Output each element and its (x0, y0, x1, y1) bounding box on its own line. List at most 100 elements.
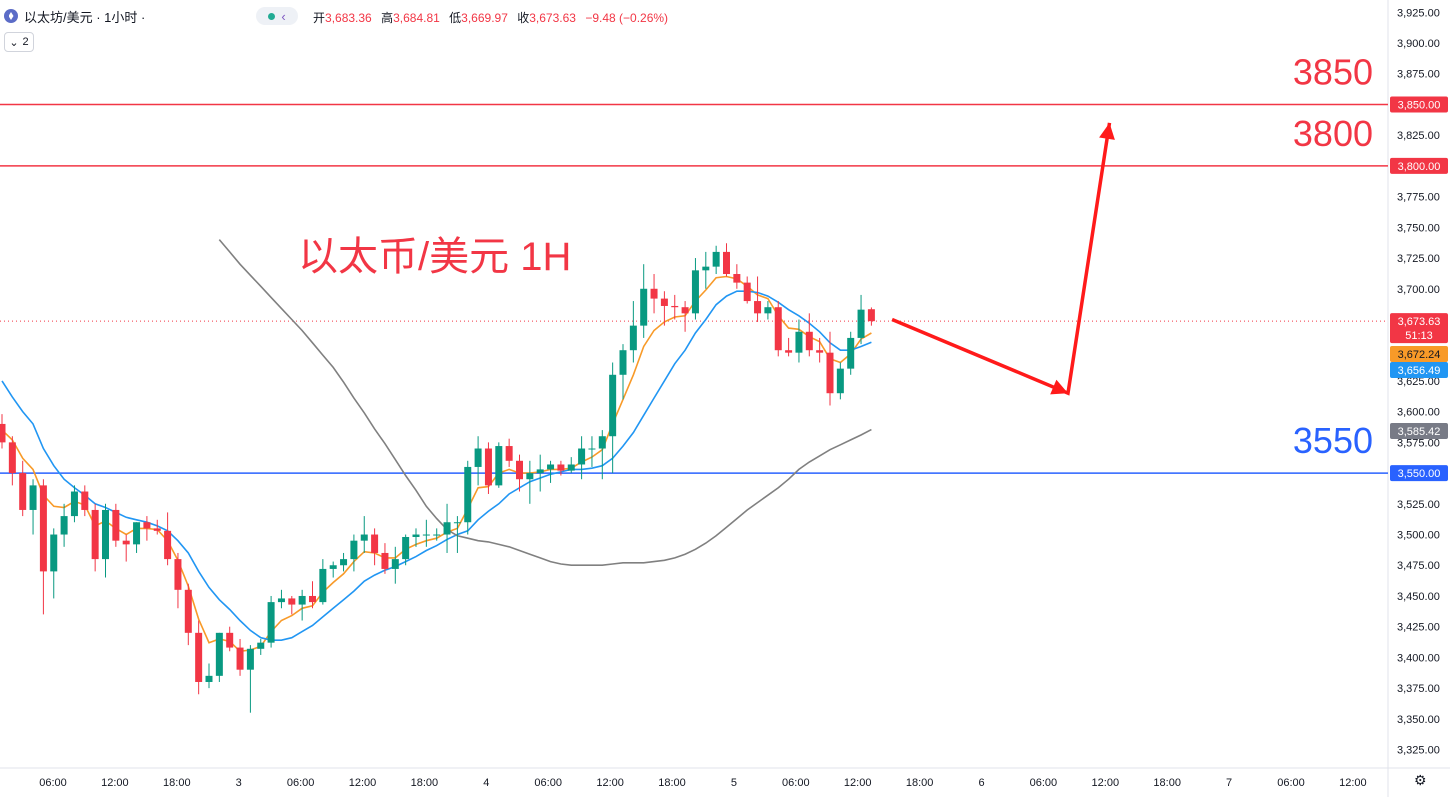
candle-body (412, 534, 420, 537)
legend-toggle-button[interactable]: ⌄ 2 (4, 32, 34, 52)
candle-body (288, 598, 296, 605)
candle-body (50, 534, 58, 572)
x-tick-label: 12:00 (1339, 777, 1367, 789)
candle-body (422, 534, 430, 536)
y-tick-label: 3,825.00 (1397, 130, 1440, 142)
candle-body (474, 448, 482, 467)
gear-icon[interactable]: ⚙ (1414, 772, 1427, 788)
candle-body (505, 446, 513, 461)
candle-body (816, 350, 824, 353)
ma-axis-label: 3,585.42 (1398, 426, 1441, 438)
candle-body (733, 274, 741, 283)
status-dot-icon (268, 12, 276, 20)
x-tick-label: 4 (483, 777, 489, 789)
moving-average-line (218, 239, 872, 567)
chart-header: 以太坊/美元 · 1小时 · (4, 6, 145, 26)
share-icon[interactable]: ‹ (281, 8, 286, 24)
y-tick-label: 3,575.00 (1397, 437, 1440, 449)
y-tick-label: 3,600.00 (1397, 407, 1440, 419)
x-tick-label: 18:00 (906, 777, 934, 789)
x-tick-label: 06:00 (1277, 777, 1305, 789)
projection-arrow (891, 122, 1112, 396)
price-line-axis-badge (1390, 157, 1448, 174)
y-tick-label: 3,750.00 (1397, 222, 1440, 234)
candle-body (691, 270, 699, 314)
indicator-count: 2 (22, 36, 29, 48)
candle-body (402, 536, 410, 560)
countdown-label: 51:13 (1405, 330, 1433, 342)
candle-body (609, 374, 617, 437)
indicator-status-pill[interactable]: ‹ (256, 7, 298, 25)
candle-body (536, 469, 544, 474)
candle-body (195, 632, 203, 682)
y-tick-label: 3,425.00 (1397, 622, 1440, 634)
candle-body (267, 602, 275, 643)
candle-body (578, 448, 586, 465)
candle-body (723, 251, 730, 275)
candle-body (464, 466, 472, 523)
x-tick-label: 06:00 (534, 777, 562, 789)
close-label: 收 (517, 11, 530, 25)
x-tick-label: 12:00 (596, 777, 624, 789)
candle-body (826, 352, 834, 394)
candle-body (174, 559, 182, 590)
candle-body (257, 642, 265, 649)
candle-body (650, 288, 658, 299)
price-level-annotation: 3800 (1293, 113, 1373, 154)
projection-arrowhead-down (1050, 379, 1068, 395)
y-tick-label: 3,500.00 (1397, 530, 1440, 542)
y-tick-label: 3,625.00 (1397, 376, 1440, 388)
ma-axis-label: 3,672.24 (1398, 349, 1441, 361)
price-line-axis-label: 3,550.00 (1398, 468, 1441, 480)
x-tick-label: 18:00 (411, 777, 439, 789)
x-tick-label: 18:00 (1153, 777, 1181, 789)
candle-body (164, 530, 172, 560)
x-tick-label: 12:00 (1092, 777, 1120, 789)
price-line-axis-badge (1390, 465, 1448, 482)
x-tick-label: 5 (731, 777, 737, 789)
x-tick-label: 18:00 (658, 777, 686, 789)
ma-axis-badge (1390, 346, 1448, 362)
candle-body (598, 436, 606, 449)
candle-body (805, 331, 813, 351)
x-tick-label: 18:00 (163, 777, 191, 789)
candle-body (619, 350, 627, 375)
candle-body (795, 331, 803, 353)
y-tick-label: 3,725.00 (1397, 253, 1440, 265)
candle-body (857, 309, 865, 338)
low-label: 低 (449, 11, 462, 25)
candle-body (8, 442, 16, 474)
price-line-axis-label: 3,800.00 (1398, 161, 1441, 173)
x-tick-label: 06:00 (287, 777, 315, 789)
candle-body (526, 473, 534, 480)
open-value: 3,683.36 (325, 11, 372, 25)
y-tick-label: 3,375.00 (1397, 683, 1440, 695)
candle-body (236, 647, 244, 670)
candle-body (712, 251, 720, 267)
candle-body (754, 301, 762, 314)
price-level-annotation: 3850 (1293, 51, 1373, 92)
high-value: 3,684.81 (393, 11, 440, 25)
x-tick-label: 06:00 (1030, 777, 1058, 789)
candle-body (112, 509, 120, 541)
candle-body (836, 368, 844, 394)
candle-body (785, 350, 793, 353)
x-tick-label: 12:00 (349, 777, 377, 789)
candle-body (774, 307, 782, 351)
candle-body (340, 559, 348, 566)
candle-body (516, 460, 523, 480)
candle-body (702, 266, 710, 271)
current-price-badge (1390, 313, 1448, 344)
candle-body (205, 675, 213, 682)
moving-average-line (1, 290, 872, 642)
moving-average-line (1, 275, 872, 653)
x-tick-label: 6 (978, 777, 984, 789)
candle-body (547, 464, 555, 470)
chart-title: 以太币/美元 1H (298, 235, 571, 279)
x-tick-label: 12:00 (844, 777, 872, 789)
candle-body (102, 509, 109, 560)
high-label: 高 (381, 11, 394, 25)
symbol-title[interactable]: 以太坊/美元 · 1小时 · (24, 9, 146, 25)
y-tick-label: 3,900.00 (1397, 38, 1440, 50)
